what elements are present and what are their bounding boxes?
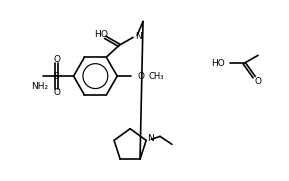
Text: H: H (94, 30, 101, 39)
Text: O: O (53, 55, 60, 64)
Text: HO: HO (211, 59, 224, 68)
Text: O: O (138, 72, 144, 81)
Text: S: S (54, 72, 60, 81)
Text: CH₃: CH₃ (149, 72, 164, 81)
Text: N: N (147, 134, 153, 143)
Text: O: O (255, 77, 262, 86)
Text: NH₂: NH₂ (31, 81, 48, 90)
Text: O: O (101, 30, 108, 39)
Text: O: O (53, 89, 60, 98)
Text: N: N (135, 32, 141, 41)
